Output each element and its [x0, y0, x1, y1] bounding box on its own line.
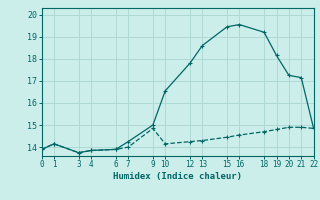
X-axis label: Humidex (Indice chaleur): Humidex (Indice chaleur) — [113, 172, 242, 181]
